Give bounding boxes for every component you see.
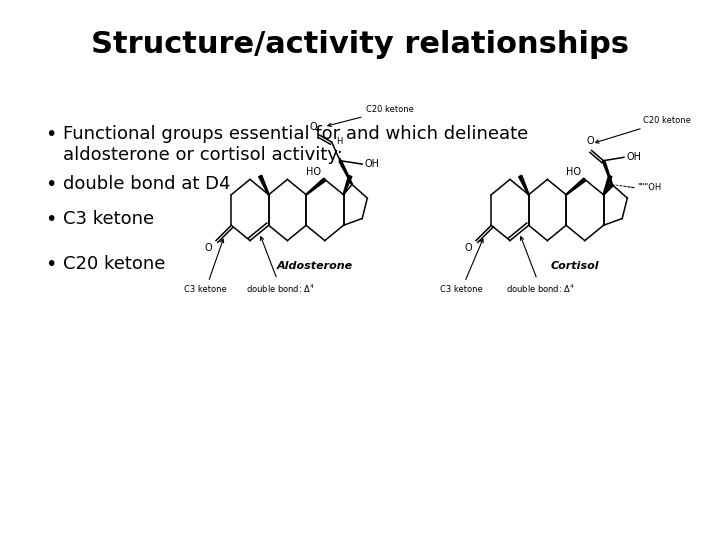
Text: C3 ketone: C3 ketone bbox=[184, 239, 228, 294]
Text: C20 ketone: C20 ketone bbox=[63, 255, 166, 273]
Text: •: • bbox=[45, 210, 56, 229]
Text: C3 ketone: C3 ketone bbox=[440, 239, 483, 294]
Text: HO: HO bbox=[565, 167, 580, 177]
Text: O: O bbox=[310, 122, 317, 132]
Text: C20 ketone: C20 ketone bbox=[595, 116, 690, 143]
Text: O: O bbox=[464, 243, 472, 253]
Text: H: H bbox=[336, 138, 342, 146]
Text: O: O bbox=[586, 136, 594, 146]
Text: C20 ketone: C20 ketone bbox=[328, 105, 414, 126]
Text: •: • bbox=[45, 175, 56, 194]
Text: •: • bbox=[45, 255, 56, 274]
Text: OH: OH bbox=[365, 159, 379, 169]
Polygon shape bbox=[603, 160, 613, 185]
Polygon shape bbox=[603, 184, 613, 195]
Text: Aldosterone: Aldosterone bbox=[276, 261, 353, 271]
Polygon shape bbox=[343, 176, 352, 195]
Text: double bond: $\Delta^4$: double bond: $\Delta^4$ bbox=[506, 237, 575, 295]
Text: C3 ketone: C3 ketone bbox=[63, 210, 154, 228]
Polygon shape bbox=[258, 176, 269, 195]
Polygon shape bbox=[306, 178, 326, 195]
Text: Structure/activity relationships: Structure/activity relationships bbox=[91, 30, 629, 59]
Text: HO: HO bbox=[305, 167, 320, 177]
Text: O: O bbox=[204, 243, 212, 253]
Polygon shape bbox=[339, 160, 353, 185]
Text: """OH: """OH bbox=[637, 184, 662, 192]
Text: double bond at D4: double bond at D4 bbox=[63, 175, 230, 193]
Text: •: • bbox=[45, 125, 56, 144]
Text: OH: OH bbox=[626, 152, 642, 163]
Text: Cortisol: Cortisol bbox=[550, 261, 599, 271]
Text: double bond: $\Delta^4$: double bond: $\Delta^4$ bbox=[246, 237, 315, 295]
Polygon shape bbox=[518, 176, 529, 195]
Polygon shape bbox=[603, 176, 612, 195]
Polygon shape bbox=[566, 178, 586, 195]
Text: Functional groups essential for and which delineate
aldosterone or cortisol acti: Functional groups essential for and whic… bbox=[63, 125, 528, 164]
